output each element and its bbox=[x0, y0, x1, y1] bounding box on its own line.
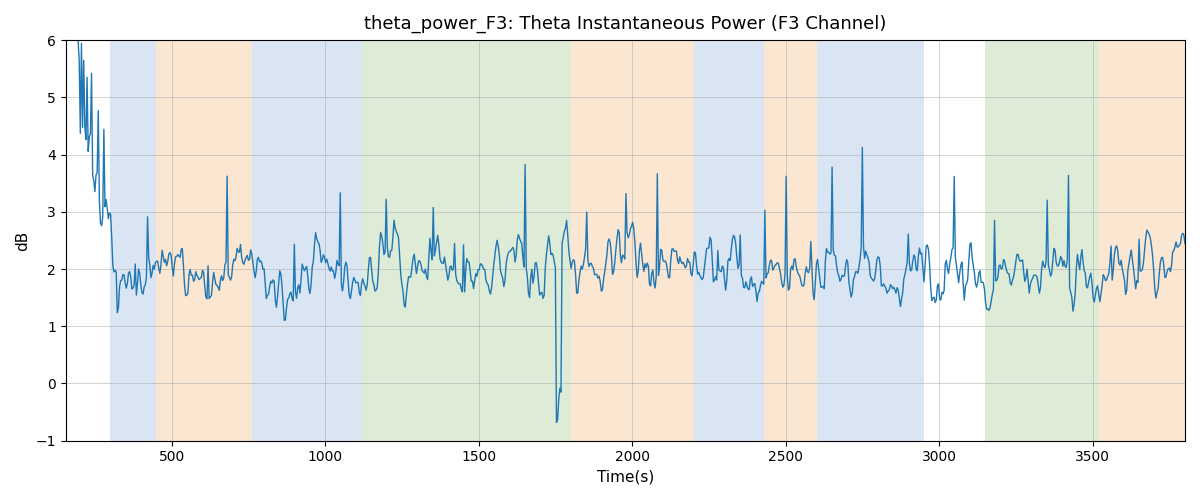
Bar bbox=[252, 40, 362, 440]
Bar bbox=[694, 40, 764, 440]
Title: theta_power_F3: Theta Instantaneous Power (F3 Channel): theta_power_F3: Theta Instantaneous Powe… bbox=[365, 15, 887, 34]
Bar bbox=[985, 40, 1099, 440]
Bar bbox=[571, 40, 694, 440]
Bar bbox=[110, 40, 156, 440]
Bar bbox=[816, 40, 924, 440]
Y-axis label: dB: dB bbox=[16, 230, 30, 250]
X-axis label: Time(s): Time(s) bbox=[596, 470, 654, 485]
Bar bbox=[156, 40, 252, 440]
Bar bbox=[1099, 40, 1186, 440]
Bar bbox=[362, 40, 571, 440]
Bar bbox=[764, 40, 816, 440]
